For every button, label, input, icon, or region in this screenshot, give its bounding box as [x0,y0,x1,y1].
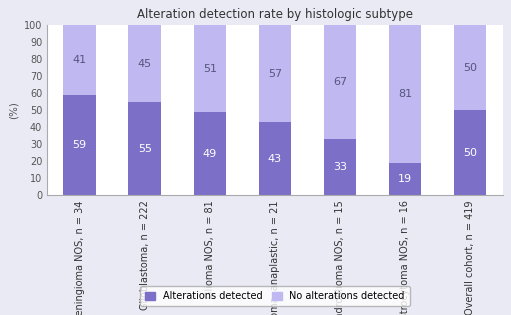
Bar [194,25,226,112]
Bar [128,25,161,102]
Bar [194,112,226,195]
Bar [259,25,291,122]
Text: 57: 57 [268,69,282,79]
Text: 19: 19 [398,174,412,184]
Text: 59: 59 [73,140,87,150]
Text: 33: 33 [333,162,347,172]
Text: 49: 49 [203,149,217,159]
Bar [389,163,422,195]
Text: 43: 43 [268,154,282,164]
Text: 50: 50 [463,148,477,158]
Bar [323,139,356,195]
Text: 55: 55 [138,144,152,153]
Bar [259,122,291,195]
Bar [454,110,486,195]
Bar [389,25,422,163]
Title: Alteration detection rate by histologic subtype: Alteration detection rate by histologic … [137,8,413,21]
Legend: Alterations detected, No alterations detected: Alterations detected, No alterations det… [140,286,410,306]
Text: 51: 51 [203,64,217,74]
Text: 45: 45 [137,59,152,69]
Bar [454,25,486,110]
Y-axis label: (%): (%) [8,101,18,119]
Bar [128,102,161,195]
Text: 50: 50 [463,63,477,73]
Bar [63,25,96,95]
Text: 81: 81 [398,89,412,99]
Bar [63,95,96,195]
Text: 41: 41 [73,55,87,65]
Bar [323,25,356,139]
Text: 67: 67 [333,77,347,87]
